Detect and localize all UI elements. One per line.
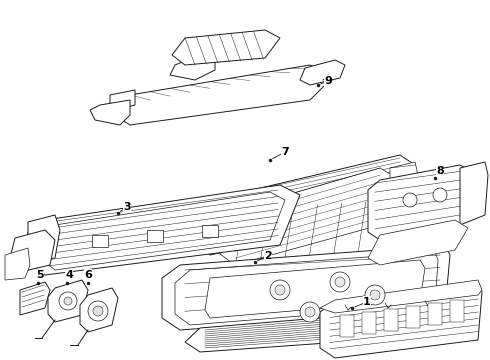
Polygon shape (162, 245, 450, 330)
Bar (450, 300, 464, 322)
Polygon shape (5, 248, 30, 280)
Text: 1: 1 (363, 297, 371, 307)
Bar (202, 225, 218, 237)
Text: 8: 8 (436, 166, 444, 176)
Circle shape (305, 307, 315, 317)
Polygon shape (28, 185, 300, 275)
Polygon shape (368, 220, 468, 265)
Polygon shape (175, 252, 438, 325)
Polygon shape (300, 60, 345, 85)
Circle shape (88, 301, 108, 321)
Circle shape (370, 290, 380, 300)
Circle shape (93, 306, 103, 316)
Polygon shape (40, 192, 285, 270)
Circle shape (433, 188, 447, 202)
Text: 6: 6 (84, 270, 92, 280)
Circle shape (300, 302, 320, 322)
Polygon shape (320, 282, 482, 358)
Text: 5: 5 (36, 270, 44, 280)
Polygon shape (220, 168, 395, 265)
Polygon shape (80, 288, 118, 332)
Bar (428, 303, 442, 325)
Text: 4: 4 (65, 270, 73, 280)
Polygon shape (185, 308, 445, 352)
Circle shape (403, 193, 417, 207)
Polygon shape (460, 162, 488, 225)
Polygon shape (20, 282, 50, 315)
Circle shape (365, 285, 385, 305)
Circle shape (59, 292, 77, 310)
Polygon shape (110, 65, 335, 125)
Circle shape (64, 297, 72, 305)
Polygon shape (172, 30, 280, 65)
Circle shape (275, 285, 285, 295)
Text: 3: 3 (123, 202, 131, 212)
Polygon shape (90, 100, 130, 125)
Bar (362, 312, 376, 334)
Polygon shape (390, 162, 418, 220)
Text: 7: 7 (281, 147, 289, 157)
Bar (384, 309, 398, 331)
Polygon shape (10, 230, 55, 272)
Bar (92, 235, 108, 247)
Polygon shape (368, 165, 475, 240)
Polygon shape (205, 260, 425, 318)
Polygon shape (110, 90, 135, 112)
Text: 2: 2 (264, 251, 272, 261)
Bar (340, 315, 354, 337)
Bar (147, 230, 163, 242)
Polygon shape (48, 280, 88, 322)
Circle shape (335, 277, 345, 287)
Polygon shape (320, 280, 482, 313)
Text: 9: 9 (324, 76, 332, 86)
Polygon shape (170, 55, 215, 80)
Polygon shape (195, 155, 415, 255)
Circle shape (330, 272, 350, 292)
Bar (406, 306, 420, 328)
Polygon shape (28, 215, 60, 262)
Circle shape (270, 280, 290, 300)
